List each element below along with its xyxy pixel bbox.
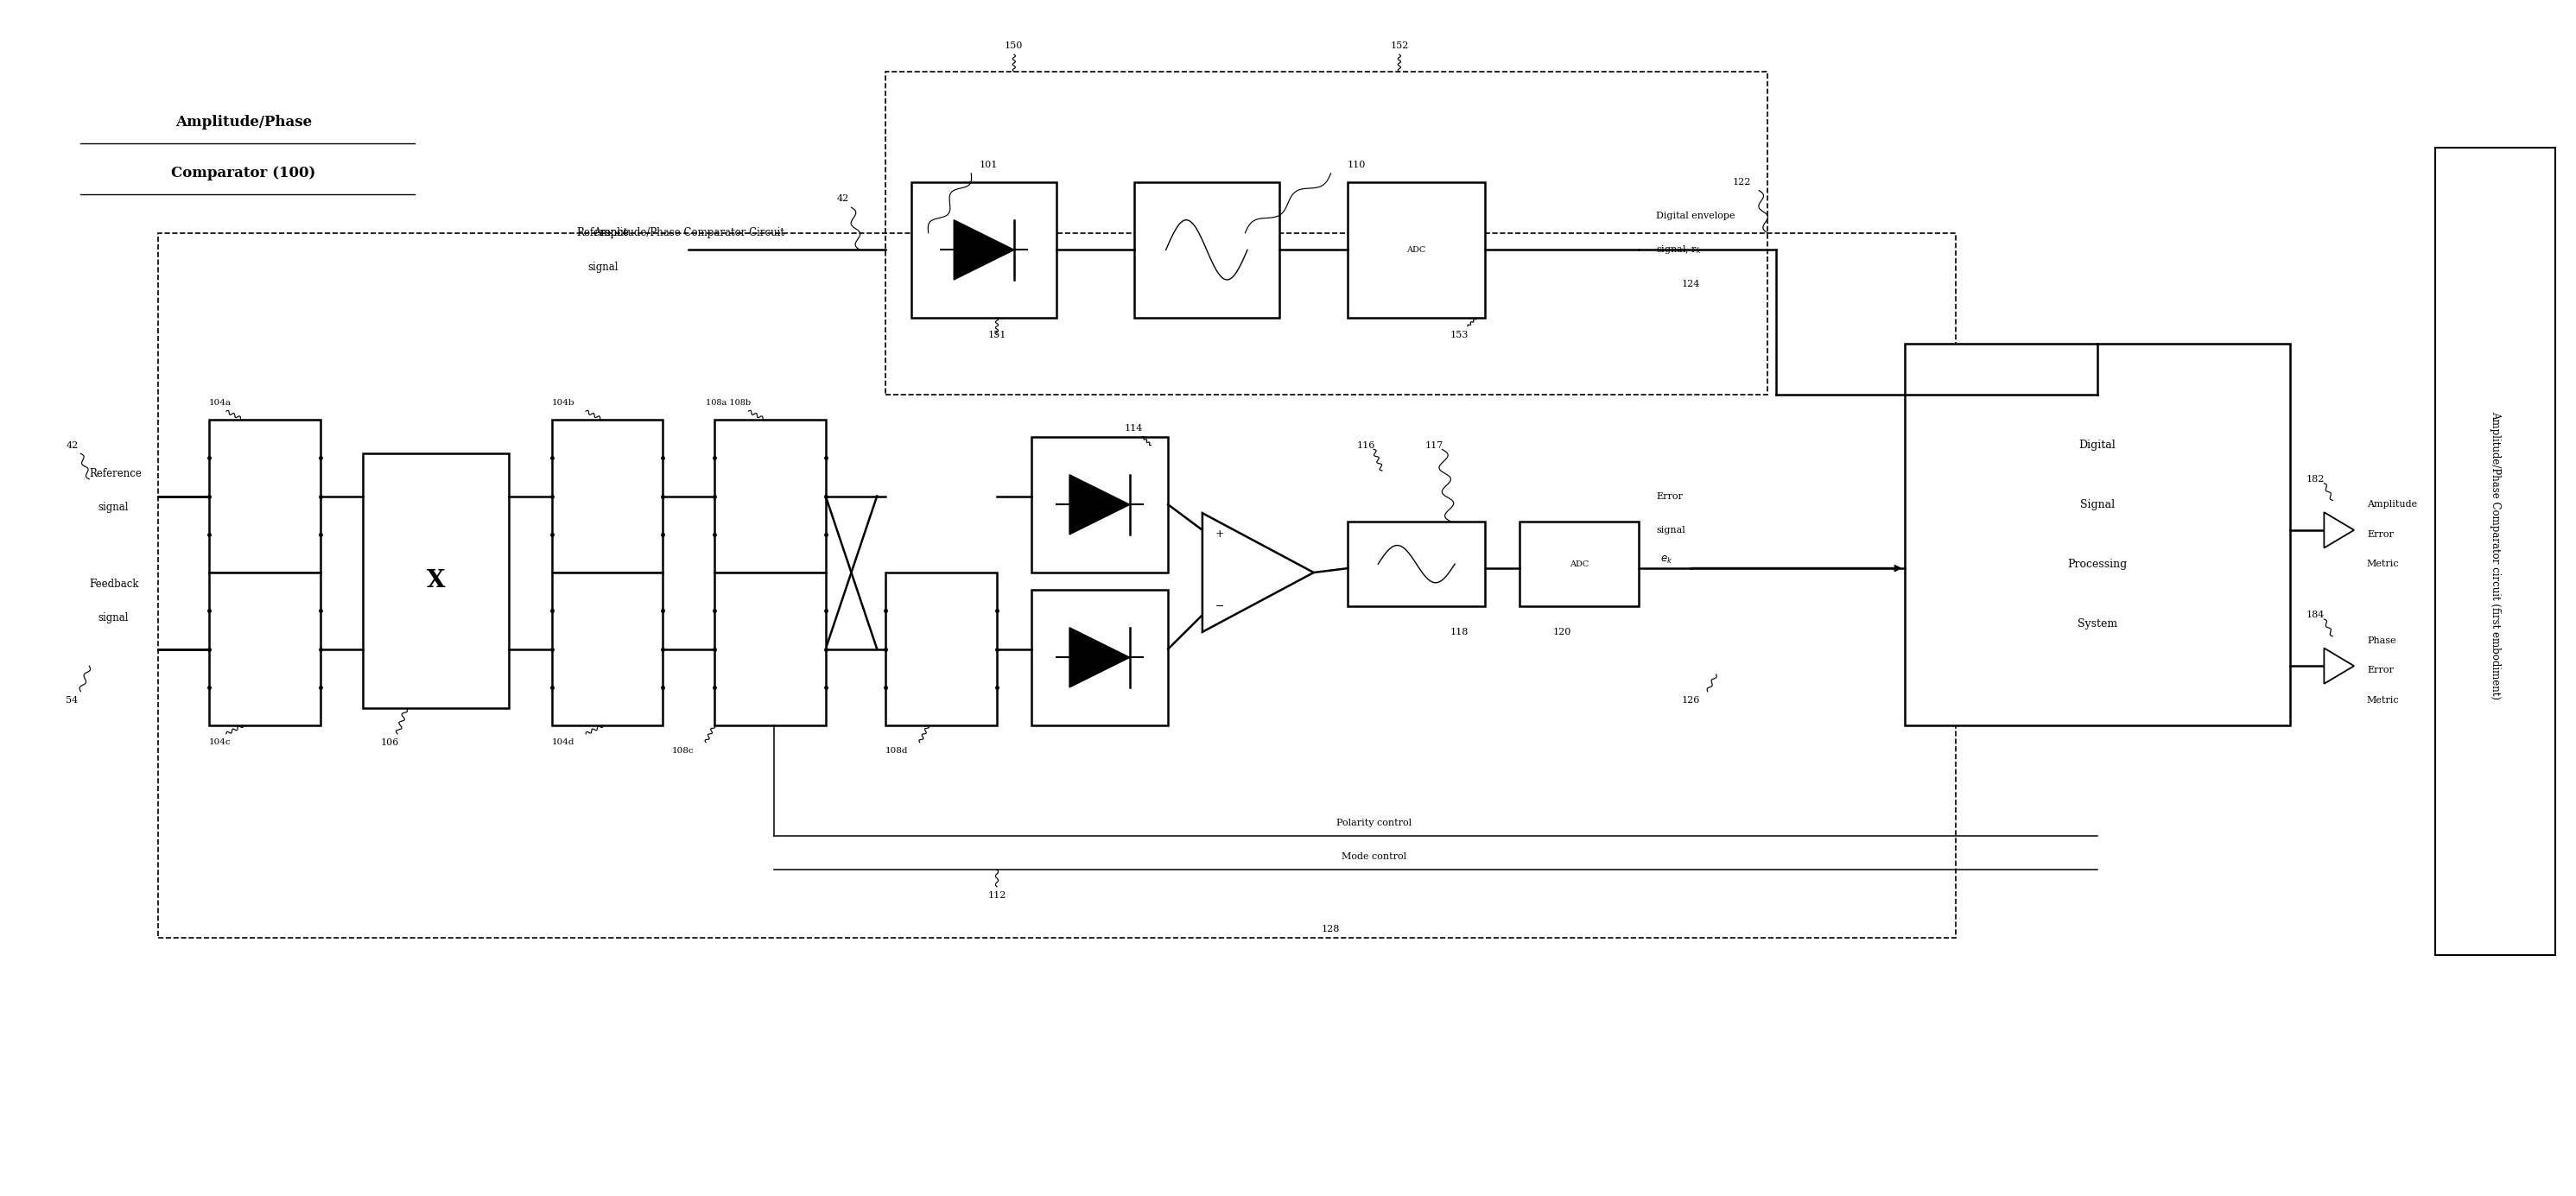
Text: Metric: Metric bbox=[2367, 560, 2398, 568]
Text: Error: Error bbox=[1656, 492, 1682, 500]
Text: 42: 42 bbox=[67, 441, 77, 450]
Text: Error: Error bbox=[2367, 666, 2393, 675]
Text: Digital: Digital bbox=[2079, 440, 2115, 451]
Text: 112: 112 bbox=[987, 891, 1007, 899]
Text: 184: 184 bbox=[2306, 611, 2324, 620]
Text: Mode control: Mode control bbox=[1342, 853, 1406, 861]
Text: signal, r$_k$: signal, r$_k$ bbox=[1656, 244, 1703, 256]
Text: Amplitude/Phase Comparator Circuit: Amplitude/Phase Comparator Circuit bbox=[592, 227, 783, 238]
Text: Error: Error bbox=[2367, 530, 2393, 538]
Text: 114: 114 bbox=[1126, 423, 1144, 433]
Bar bbox=[157, 233, 1955, 938]
Text: Amplitude/Phase Comparator circuit (first embodiment): Amplitude/Phase Comparator circuit (firs… bbox=[2491, 411, 2501, 700]
Text: 153: 153 bbox=[1450, 330, 1468, 340]
Text: Processing: Processing bbox=[2069, 559, 2128, 569]
Text: 110: 110 bbox=[1347, 160, 1365, 170]
Text: 104c: 104c bbox=[209, 738, 232, 746]
Bar bbox=[912, 182, 1056, 318]
Bar bbox=[1030, 590, 1167, 725]
Text: 101: 101 bbox=[979, 160, 997, 170]
Text: Amplitude/Phase: Amplitude/Phase bbox=[175, 115, 312, 130]
Text: signal: signal bbox=[587, 261, 618, 273]
Text: 117: 117 bbox=[1425, 441, 1443, 450]
Text: Digital envelope: Digital envelope bbox=[1656, 212, 1736, 220]
Polygon shape bbox=[2324, 512, 2354, 548]
Text: Comparator (100): Comparator (100) bbox=[170, 166, 317, 181]
Bar bbox=[209, 420, 319, 573]
Bar bbox=[363, 453, 510, 708]
Text: 151: 151 bbox=[987, 330, 1007, 340]
Bar bbox=[2434, 148, 2555, 954]
Text: 104b: 104b bbox=[551, 398, 574, 407]
Text: 106: 106 bbox=[381, 738, 399, 746]
Text: $e_k$: $e_k$ bbox=[1662, 554, 1672, 566]
Bar bbox=[1133, 182, 1280, 318]
Text: Metric: Metric bbox=[2367, 696, 2398, 704]
Text: 108a 108b: 108a 108b bbox=[706, 398, 750, 407]
Text: 108d: 108d bbox=[886, 748, 909, 755]
Text: 104d: 104d bbox=[551, 738, 574, 746]
Text: −: − bbox=[1216, 600, 1224, 612]
Text: signal: signal bbox=[98, 502, 129, 513]
Text: signal: signal bbox=[98, 612, 129, 623]
Text: Amplitude: Amplitude bbox=[2367, 500, 2416, 509]
Polygon shape bbox=[1069, 475, 1131, 535]
Text: Phase: Phase bbox=[2367, 636, 2396, 645]
Text: ADC: ADC bbox=[1569, 560, 1589, 568]
Bar bbox=[551, 573, 662, 725]
Bar bbox=[1347, 182, 1484, 318]
Bar bbox=[551, 420, 662, 573]
Text: System: System bbox=[2076, 618, 2117, 629]
Text: 118: 118 bbox=[1450, 628, 1468, 636]
Polygon shape bbox=[2324, 648, 2354, 684]
Polygon shape bbox=[953, 220, 1015, 280]
Bar bbox=[886, 573, 997, 725]
Text: 150: 150 bbox=[1005, 42, 1023, 50]
Text: 108c: 108c bbox=[672, 748, 693, 755]
Text: Polarity control: Polarity control bbox=[1337, 819, 1412, 828]
Polygon shape bbox=[1069, 628, 1131, 688]
Bar bbox=[209, 573, 319, 725]
Bar bbox=[1347, 521, 1484, 606]
Text: Feedback: Feedback bbox=[90, 579, 139, 590]
Text: +: + bbox=[1216, 529, 1224, 539]
Text: 42: 42 bbox=[837, 195, 850, 203]
Bar bbox=[714, 573, 827, 725]
Text: signal: signal bbox=[1656, 526, 1685, 535]
Text: 124: 124 bbox=[1682, 280, 1700, 288]
Text: Signal: Signal bbox=[2079, 499, 2115, 511]
Text: ADC: ADC bbox=[1406, 246, 1427, 254]
Bar bbox=[714, 420, 827, 573]
Text: 182: 182 bbox=[2306, 475, 2324, 483]
Text: X: X bbox=[428, 569, 446, 593]
Text: 116: 116 bbox=[1358, 441, 1376, 450]
Polygon shape bbox=[1203, 513, 1314, 631]
Text: Reference: Reference bbox=[577, 227, 629, 238]
Bar bbox=[1904, 343, 2290, 725]
Text: 152: 152 bbox=[1391, 42, 1409, 50]
Bar bbox=[886, 72, 1767, 395]
Text: 126: 126 bbox=[1682, 696, 1700, 704]
Text: 120: 120 bbox=[1553, 628, 1571, 636]
Bar bbox=[1030, 437, 1167, 573]
Text: Reference: Reference bbox=[90, 468, 142, 480]
Text: 122: 122 bbox=[1734, 177, 1752, 187]
Text: 128: 128 bbox=[1321, 925, 1340, 934]
Text: 104a: 104a bbox=[209, 398, 232, 407]
Bar bbox=[1520, 521, 1638, 606]
Text: 54: 54 bbox=[67, 696, 77, 704]
